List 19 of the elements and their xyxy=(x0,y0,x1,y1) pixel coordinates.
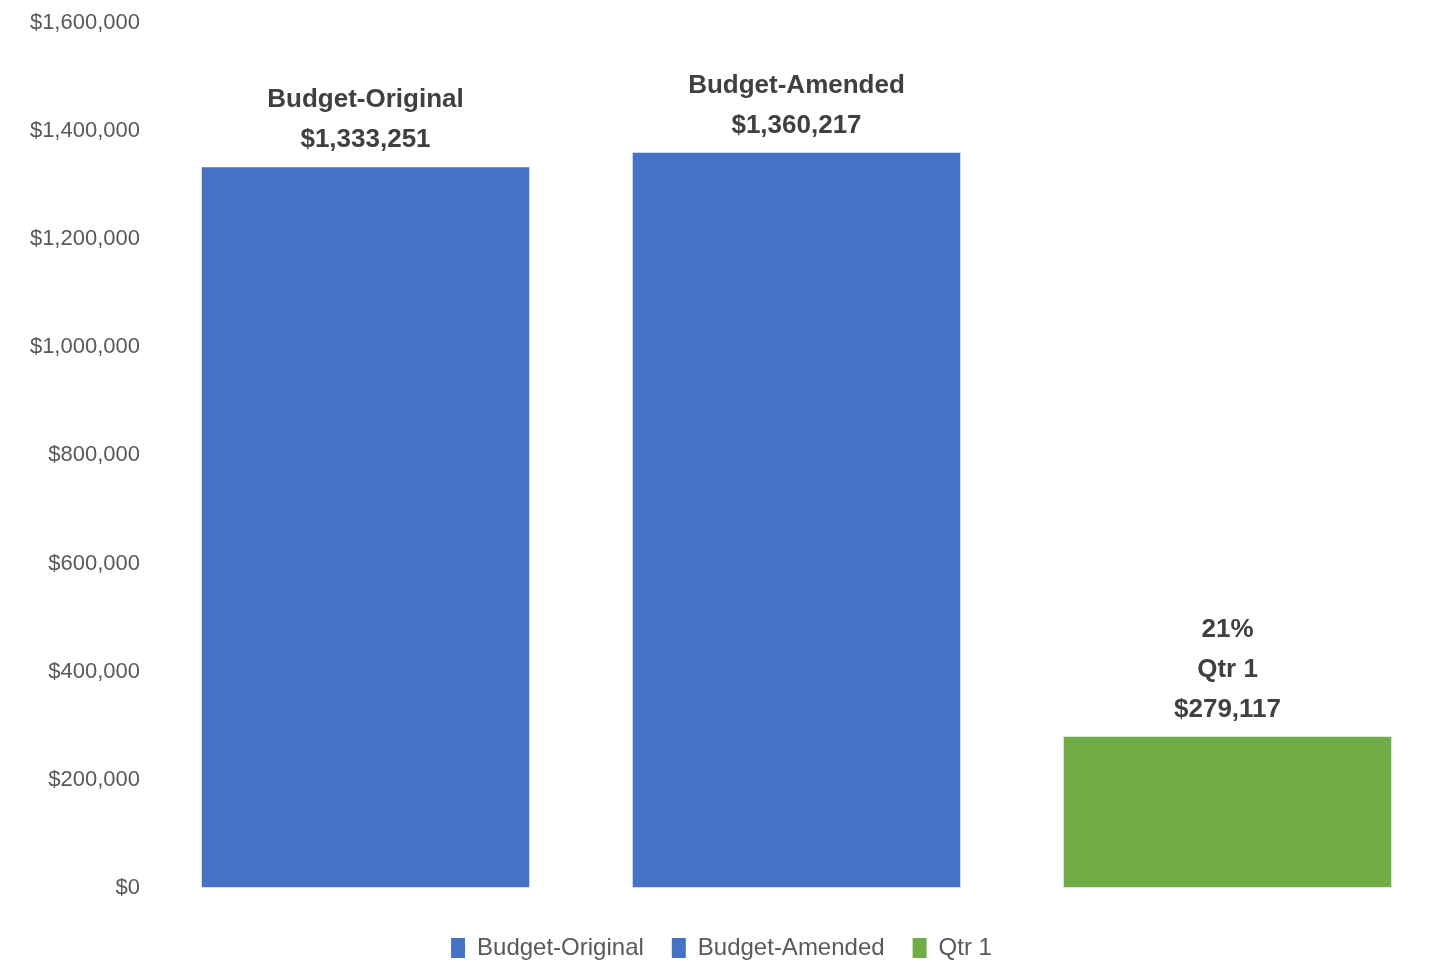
data-label: $1,333,251 xyxy=(300,123,431,154)
y-tick-label: $1,000,000 xyxy=(29,333,140,359)
legend-label: Budget-Amended xyxy=(697,932,885,960)
y-tick-label: $1,600,000 xyxy=(29,9,140,35)
legend-label: Budget-Original xyxy=(477,932,644,960)
text: Budget-Original xyxy=(267,83,464,114)
legend-label: Qtr 1 xyxy=(938,932,992,960)
text: Budget-Amended xyxy=(688,68,905,99)
data-label: $279,117 xyxy=(1173,692,1282,723)
text: Qtr 1 xyxy=(1197,652,1258,683)
y-tick-label: $0 xyxy=(115,873,140,899)
data-label: $1,360,217 xyxy=(731,108,862,139)
y-tick-label: $600,000 xyxy=(48,549,140,575)
y-tick-label: $1,200,000 xyxy=(29,225,140,251)
annotation: 21% xyxy=(1201,612,1254,643)
y-tick-label: $200,000 xyxy=(48,765,140,791)
y-tick-label: $800,000 xyxy=(48,441,140,467)
y-tick-label: $1,400,000 xyxy=(29,117,140,143)
y-tick-label: $400,000 xyxy=(48,657,140,683)
